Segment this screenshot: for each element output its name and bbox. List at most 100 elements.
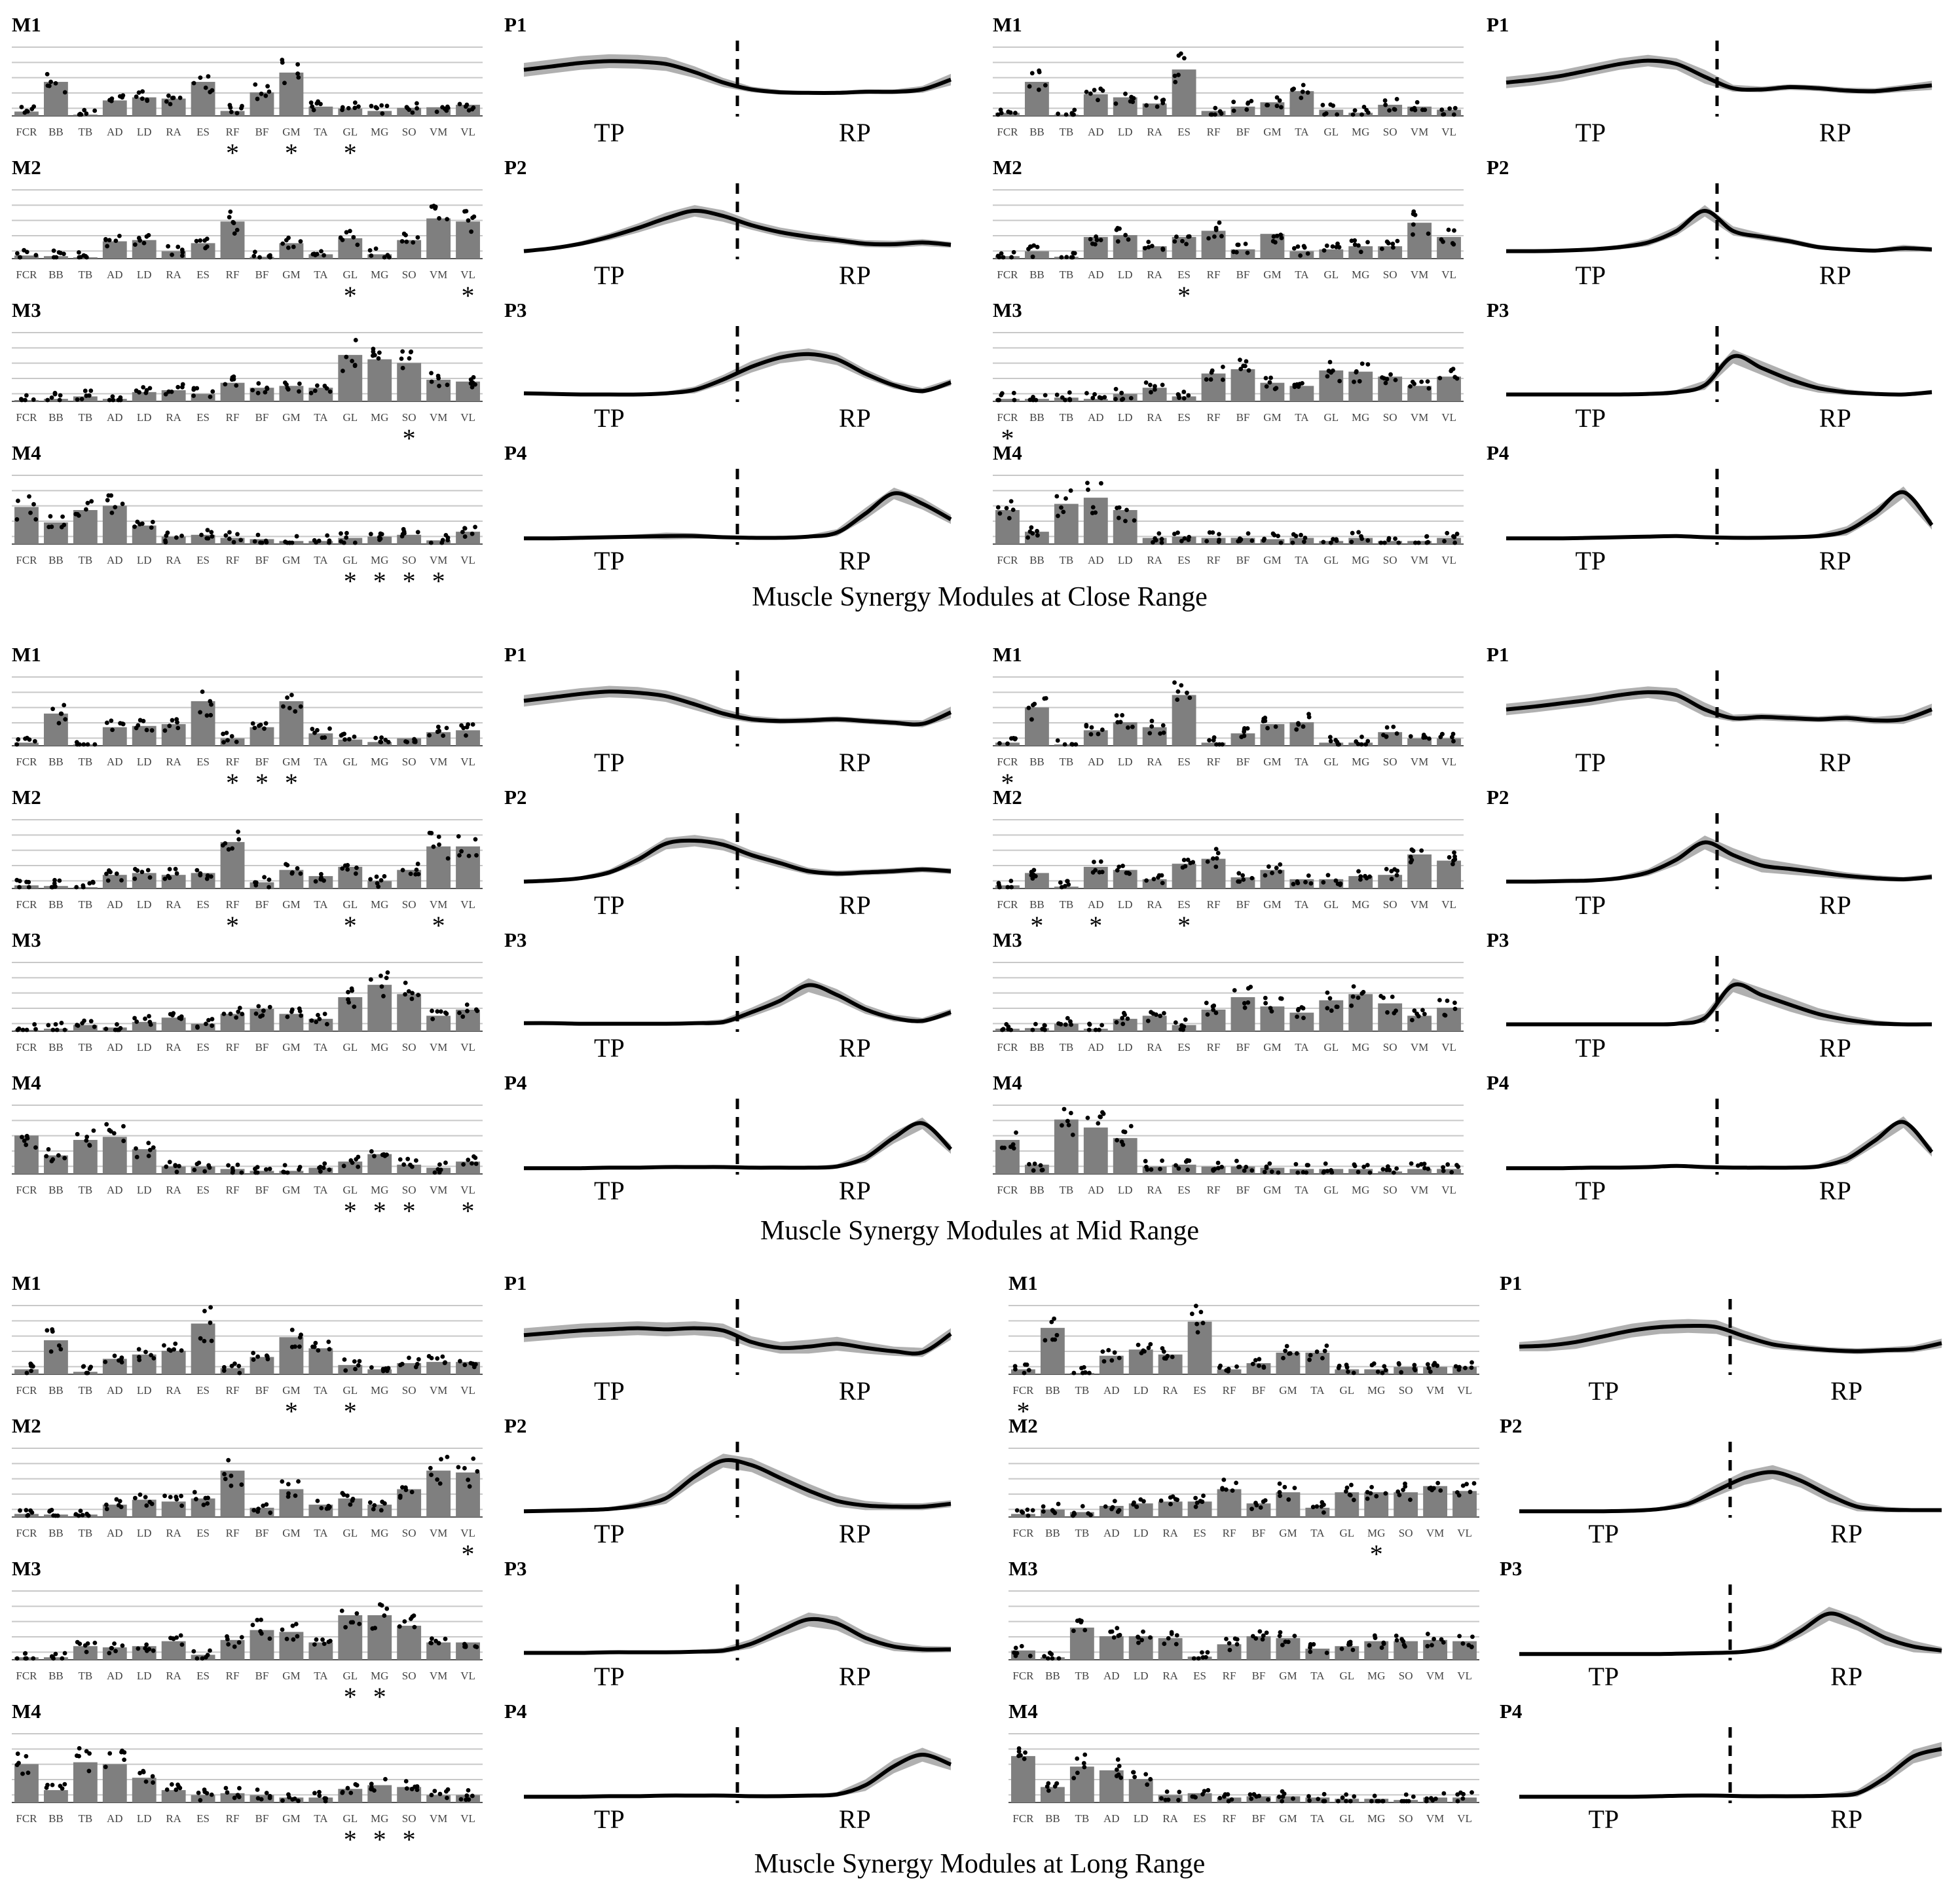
phase-label-rp: RP bbox=[839, 261, 871, 290]
significance-asterisk: * bbox=[344, 1397, 357, 1426]
subject-dot bbox=[263, 1167, 268, 1172]
subject-dot bbox=[997, 511, 1003, 516]
subject-dot bbox=[114, 1497, 119, 1502]
subject-dot bbox=[62, 703, 67, 708]
subject-dot bbox=[1384, 239, 1390, 244]
subject-dot bbox=[77, 250, 81, 255]
subject-dot bbox=[1062, 1106, 1067, 1112]
muscle-tick-label: RF bbox=[1207, 268, 1221, 281]
subject-dot bbox=[1128, 395, 1134, 401]
subject-dot bbox=[84, 111, 89, 116]
subject-dot bbox=[105, 878, 111, 883]
phase-label-rp: RP bbox=[839, 1376, 871, 1406]
subject-dot bbox=[1451, 112, 1456, 117]
subject-dot bbox=[1100, 1023, 1105, 1028]
subject-dot bbox=[1156, 873, 1162, 878]
subject-dot bbox=[343, 1368, 348, 1373]
subject-dot bbox=[1100, 1349, 1105, 1354]
subject-dot bbox=[1437, 998, 1442, 1002]
subject-dot bbox=[1054, 392, 1060, 397]
muscle-tick-label: VL bbox=[460, 411, 475, 424]
muscle-tick-label: RA bbox=[1147, 898, 1162, 911]
subject-dot bbox=[297, 1344, 302, 1349]
muscle-tick-label: LD bbox=[137, 898, 152, 911]
subject-dot bbox=[470, 384, 475, 390]
subject-dot bbox=[1447, 106, 1452, 111]
subject-dot bbox=[1172, 532, 1177, 536]
subject-dot bbox=[83, 1643, 88, 1648]
subject-dot bbox=[1415, 100, 1420, 105]
subject-dot bbox=[426, 1354, 432, 1359]
subject-dot bbox=[1115, 1626, 1120, 1631]
subject-dot bbox=[79, 397, 84, 401]
subject-dot bbox=[1001, 255, 1006, 260]
subject-dot bbox=[56, 1153, 61, 1158]
subject-dot bbox=[407, 356, 412, 361]
muscle-tick-label: MG bbox=[371, 411, 388, 424]
phase-label-rp: RP bbox=[1819, 118, 1851, 147]
subject-dot bbox=[1161, 730, 1166, 735]
bar-BF bbox=[250, 727, 274, 746]
subject-dot bbox=[429, 379, 434, 384]
muscle-tick-label: FCR bbox=[16, 411, 37, 424]
subject-dot bbox=[1300, 89, 1305, 94]
subject-dot bbox=[1328, 739, 1333, 744]
subject-dot bbox=[348, 1790, 354, 1795]
subject-dot bbox=[173, 1163, 178, 1169]
subject-dot bbox=[1030, 254, 1035, 259]
subject-dot bbox=[1282, 1791, 1287, 1797]
muscle-tick-label: RA bbox=[166, 1812, 181, 1825]
subject-dot bbox=[339, 539, 344, 544]
subject-dot bbox=[1232, 1636, 1238, 1641]
subject-dot bbox=[1452, 1006, 1458, 1012]
muscle-tick-label: RA bbox=[1147, 411, 1162, 424]
muscle-tick-label: VM bbox=[1426, 1384, 1444, 1397]
muscle-tick-label: BF bbox=[255, 1527, 269, 1539]
subject-dot bbox=[443, 533, 449, 538]
muscle-tick-label: TA bbox=[1310, 1527, 1325, 1539]
subject-dot bbox=[1356, 1169, 1361, 1175]
muscle-tick-label: BB bbox=[48, 554, 64, 566]
muscle-tick-label: LD bbox=[1118, 1041, 1133, 1053]
subject-dot bbox=[1060, 1123, 1064, 1128]
subject-dot bbox=[1390, 245, 1396, 250]
muscle-tick-label: FCR bbox=[997, 1041, 1018, 1053]
subject-dot bbox=[92, 1640, 98, 1645]
subject-dot bbox=[1356, 243, 1361, 248]
subject-dot bbox=[1175, 689, 1181, 694]
subject-dot bbox=[1164, 1789, 1170, 1794]
subject-dot bbox=[1344, 1792, 1349, 1797]
subject-dot bbox=[132, 1495, 138, 1501]
significance-asterisk: * bbox=[344, 138, 357, 168]
subject-dot bbox=[1306, 714, 1312, 720]
subject-dot bbox=[310, 104, 315, 109]
significance-asterisk: * bbox=[432, 911, 445, 940]
bar-BF bbox=[250, 388, 274, 401]
subject-dot bbox=[1052, 1316, 1057, 1321]
muscle-tick-label: LD bbox=[1134, 1670, 1149, 1682]
muscle-tick-label: VL bbox=[460, 1384, 475, 1397]
muscle-tick-label: RA bbox=[1147, 756, 1162, 768]
muscle-tick-label: FCR bbox=[16, 268, 37, 281]
muscle-tick-label: LD bbox=[137, 1184, 152, 1196]
subject-dot bbox=[1451, 862, 1455, 867]
subject-dot bbox=[295, 62, 301, 67]
bar-TB bbox=[1054, 1023, 1079, 1031]
muscle-tick-label: TB bbox=[78, 268, 92, 281]
subject-dot bbox=[1098, 1114, 1103, 1120]
subject-dot bbox=[1063, 496, 1068, 501]
muscle-tick-label: VM bbox=[430, 1812, 447, 1825]
subject-dot bbox=[1090, 870, 1096, 875]
subject-dot bbox=[1040, 1167, 1045, 1173]
subject-dot bbox=[1438, 1488, 1443, 1493]
bar-ES bbox=[191, 393, 215, 401]
subject-dot bbox=[236, 1363, 242, 1368]
muscle-tick-label: LD bbox=[1134, 1527, 1149, 1539]
phase-label-rp: RP bbox=[839, 748, 871, 777]
muscle-tick-label: MG bbox=[371, 1041, 388, 1053]
muscle-tick-label: TA bbox=[314, 1812, 328, 1825]
